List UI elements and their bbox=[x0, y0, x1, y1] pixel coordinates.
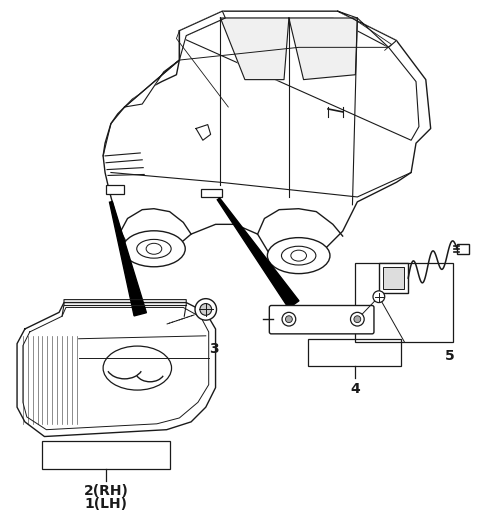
Ellipse shape bbox=[103, 346, 171, 390]
Circle shape bbox=[373, 291, 385, 303]
Bar bbox=[106, 185, 124, 194]
Circle shape bbox=[350, 313, 364, 326]
Polygon shape bbox=[220, 18, 289, 80]
Circle shape bbox=[354, 316, 361, 323]
Circle shape bbox=[200, 304, 212, 315]
Polygon shape bbox=[196, 124, 211, 140]
Text: 2(RH): 2(RH) bbox=[84, 484, 129, 499]
Circle shape bbox=[286, 316, 292, 323]
Polygon shape bbox=[125, 11, 225, 107]
Bar bbox=[42, 442, 169, 469]
Bar bbox=[383, 267, 404, 289]
Polygon shape bbox=[338, 11, 396, 47]
Ellipse shape bbox=[291, 250, 307, 261]
Ellipse shape bbox=[281, 246, 316, 265]
Ellipse shape bbox=[267, 237, 330, 273]
Text: 4: 4 bbox=[350, 382, 360, 396]
Ellipse shape bbox=[146, 243, 162, 254]
Polygon shape bbox=[109, 201, 146, 316]
Text: 1(LH): 1(LH) bbox=[84, 497, 128, 511]
Bar bbox=[355, 264, 453, 342]
FancyBboxPatch shape bbox=[269, 305, 374, 334]
Text: 3: 3 bbox=[209, 341, 218, 356]
Circle shape bbox=[195, 299, 216, 320]
Polygon shape bbox=[17, 303, 216, 436]
Bar bbox=[457, 244, 469, 254]
Ellipse shape bbox=[137, 240, 171, 258]
Polygon shape bbox=[289, 18, 357, 80]
Circle shape bbox=[282, 313, 296, 326]
Bar bbox=[379, 264, 408, 293]
Bar bbox=[309, 339, 401, 366]
Polygon shape bbox=[103, 11, 431, 264]
Polygon shape bbox=[217, 198, 299, 308]
Text: 5: 5 bbox=[445, 350, 455, 363]
Bar bbox=[201, 189, 222, 197]
Ellipse shape bbox=[123, 231, 185, 267]
